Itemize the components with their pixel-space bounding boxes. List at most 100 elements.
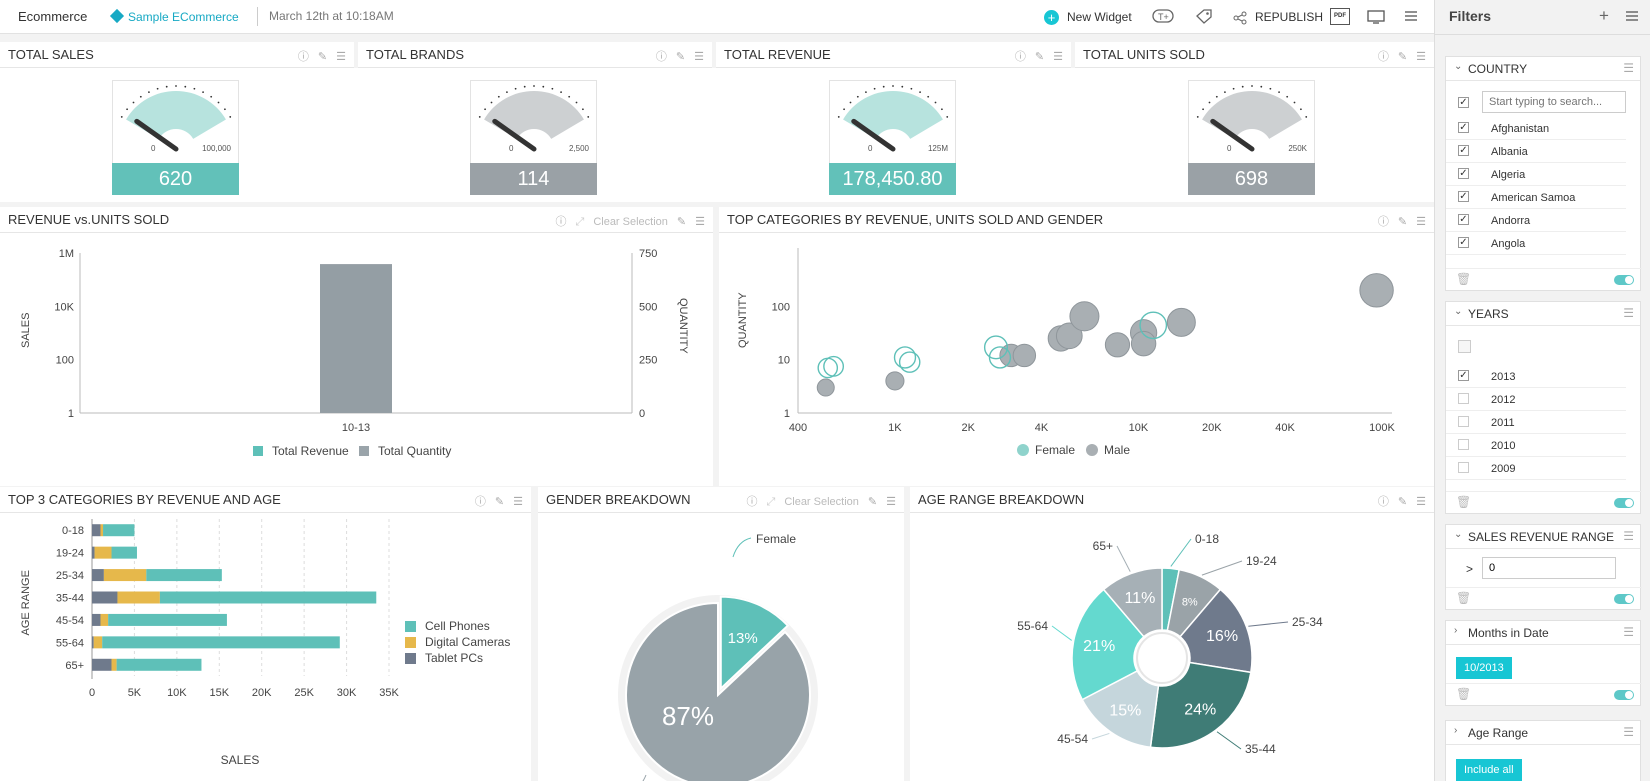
info-icon[interactable]: ⓘ bbox=[297, 51, 309, 63]
x-tick-label: 25K bbox=[294, 687, 314, 699]
menu-icon[interactable]: ☰ bbox=[694, 51, 704, 63]
sales-range-header[interactable]: ⌄ SALES REVENUE RANGE ☰ bbox=[1446, 525, 1640, 549]
edit-icon[interactable]: ✎ bbox=[867, 496, 878, 508]
dataset-link[interactable]: Sample ECommerce bbox=[109, 8, 239, 24]
edit-icon[interactable]: ✎ bbox=[1397, 51, 1408, 63]
info-icon[interactable]: ⓘ bbox=[746, 496, 758, 508]
year-option[interactable]: 2009 bbox=[1446, 458, 1626, 480]
country-search-input[interactable] bbox=[1482, 91, 1626, 113]
year-option[interactable]: 2011 bbox=[1446, 412, 1626, 434]
filter-toggle[interactable] bbox=[1614, 498, 1634, 508]
checkbox[interactable]: ✓ bbox=[1458, 122, 1469, 133]
gauge-tick bbox=[1251, 85, 1253, 87]
scatter-point-male bbox=[885, 371, 905, 391]
hamburger-menu-icon[interactable] bbox=[1404, 9, 1418, 26]
x-tick-label: 20K bbox=[252, 687, 272, 699]
menu-icon[interactable]: ☰ bbox=[1416, 216, 1426, 228]
clear-selection-icon[interactable]: ⤢ bbox=[575, 216, 585, 228]
checkbox[interactable]: ✓ bbox=[1458, 237, 1469, 248]
months-filter-header[interactable]: › Months in Date ☰ bbox=[1446, 621, 1640, 645]
menu-icon[interactable]: ☰ bbox=[1623, 625, 1634, 639]
select-all-checkbox[interactable] bbox=[1458, 340, 1471, 353]
y-tick-label: 1M bbox=[59, 248, 74, 260]
tag-icon[interactable] bbox=[1195, 8, 1213, 27]
info-icon[interactable]: ⓘ bbox=[655, 51, 667, 63]
country-filter-header[interactable]: ⌄ COUNTRY ☰ bbox=[1446, 57, 1640, 81]
pdf-button[interactable]: PDF bbox=[1330, 8, 1350, 25]
checkbox[interactable]: ✓ bbox=[1458, 145, 1469, 156]
top3-categories-chart: 0 5K 10K 15K 20K 25K 30K 35K SALES AGE RANGE 0-18 1… bbox=[0, 513, 531, 781]
menu-icon[interactable]: ☰ bbox=[695, 216, 705, 228]
country-option[interactable]: ✓ American Samoa bbox=[1446, 187, 1626, 209]
months-chip[interactable]: 10/2013 bbox=[1456, 657, 1512, 679]
range-value-input[interactable] bbox=[1482, 557, 1616, 579]
gauge-tick bbox=[1224, 91, 1226, 94]
filter-toggle[interactable] bbox=[1614, 690, 1634, 700]
select-all-checkbox[interactable]: ✓ bbox=[1458, 97, 1469, 108]
filter-toggle[interactable] bbox=[1614, 594, 1634, 604]
year-option[interactable]: ✓ 2013 bbox=[1446, 366, 1626, 388]
edit-icon[interactable]: ✎ bbox=[1034, 51, 1045, 63]
menu-icon[interactable]: ☰ bbox=[1416, 51, 1426, 63]
y-tick-label: 100 bbox=[772, 301, 790, 313]
country-option[interactable]: ✓ Andorra bbox=[1446, 210, 1626, 232]
menu-icon[interactable]: ☰ bbox=[513, 496, 523, 508]
checkbox[interactable]: ✓ bbox=[1458, 168, 1469, 179]
info-icon[interactable]: ⓘ bbox=[474, 496, 486, 508]
add-filter-icon[interactable]: + bbox=[1599, 6, 1609, 25]
checkbox[interactable]: ✓ bbox=[1458, 191, 1469, 202]
new-widget-button[interactable]: + New Widget bbox=[1044, 9, 1132, 26]
age-range-filter-header[interactable]: › Age Range ☰ bbox=[1446, 721, 1640, 745]
gauge-dial: 0 250K bbox=[1188, 80, 1315, 163]
info-icon[interactable]: ⓘ bbox=[1014, 51, 1026, 63]
text-to-dashboard-icon[interactable]: T+ bbox=[1152, 8, 1174, 27]
country-option[interactable]: ✓ Angola bbox=[1446, 233, 1626, 255]
edit-icon[interactable]: ✎ bbox=[676, 216, 687, 228]
clear-selection-icon[interactable]: ⤢ bbox=[766, 496, 776, 508]
edit-icon[interactable]: ✎ bbox=[317, 51, 328, 63]
leader-line bbox=[1201, 560, 1243, 576]
edit-icon[interactable]: ✎ bbox=[675, 51, 686, 63]
country-option[interactable]: ✓ Afghanistan bbox=[1446, 118, 1626, 140]
years-filter-header[interactable]: ⌄ YEARS ☰ bbox=[1446, 302, 1640, 326]
age-range-chip[interactable]: Include all bbox=[1456, 759, 1522, 781]
republish-button[interactable]: REPUBLISH bbox=[1233, 9, 1323, 25]
info-icon[interactable]: ⓘ bbox=[1377, 51, 1389, 63]
gauge-tick bbox=[506, 91, 508, 94]
year-option[interactable]: 2012 bbox=[1446, 389, 1626, 411]
checkbox[interactable] bbox=[1458, 416, 1469, 427]
checkbox[interactable]: ✓ bbox=[1458, 214, 1469, 225]
info-icon[interactable]: ⓘ bbox=[1377, 496, 1389, 508]
info-icon[interactable]: ⓘ bbox=[1377, 216, 1389, 228]
range-operator[interactable]: > bbox=[1466, 562, 1474, 576]
menu-icon[interactable]: ☰ bbox=[1416, 496, 1426, 508]
checkbox[interactable] bbox=[1458, 462, 1469, 473]
option-label: 2012 bbox=[1491, 394, 1516, 406]
menu-icon[interactable]: ☰ bbox=[1623, 529, 1634, 543]
menu-icon[interactable]: ☰ bbox=[1623, 306, 1634, 320]
menu-icon[interactable]: ☰ bbox=[1623, 725, 1634, 739]
year-option[interactable]: 2010 bbox=[1446, 435, 1626, 457]
info-icon[interactable]: ⓘ bbox=[555, 216, 567, 228]
edit-icon[interactable]: ✎ bbox=[1397, 216, 1408, 228]
filter-toggle[interactable] bbox=[1614, 275, 1634, 285]
menu-icon[interactable]: ☰ bbox=[1623, 61, 1634, 75]
menu-icon[interactable]: ☰ bbox=[1053, 51, 1063, 63]
menu-icon[interactable]: ☰ bbox=[886, 496, 896, 508]
monitor-icon[interactable] bbox=[1367, 9, 1385, 28]
checkbox[interactable] bbox=[1458, 393, 1469, 404]
filters-menu-icon[interactable] bbox=[1625, 9, 1639, 26]
checkbox[interactable] bbox=[1458, 439, 1469, 450]
country-option[interactable]: ✓ Algeria bbox=[1446, 164, 1626, 186]
trash-icon[interactable]: 🗑 bbox=[1456, 272, 1472, 286]
edit-icon[interactable]: ✎ bbox=[1397, 496, 1408, 508]
clear-selection-button[interactable]: Clear Selection bbox=[593, 216, 668, 228]
clear-selection-button[interactable]: Clear Selection bbox=[784, 496, 859, 508]
checkbox[interactable]: ✓ bbox=[1458, 370, 1469, 381]
country-option[interactable]: ✓ Albania bbox=[1446, 141, 1626, 163]
trash-icon[interactable]: 🗑 bbox=[1456, 495, 1472, 509]
trash-icon[interactable]: 🗑 bbox=[1456, 591, 1472, 605]
edit-icon[interactable]: ✎ bbox=[494, 496, 505, 508]
trash-icon[interactable]: 🗑 bbox=[1456, 687, 1472, 701]
menu-icon[interactable]: ☰ bbox=[336, 51, 346, 63]
